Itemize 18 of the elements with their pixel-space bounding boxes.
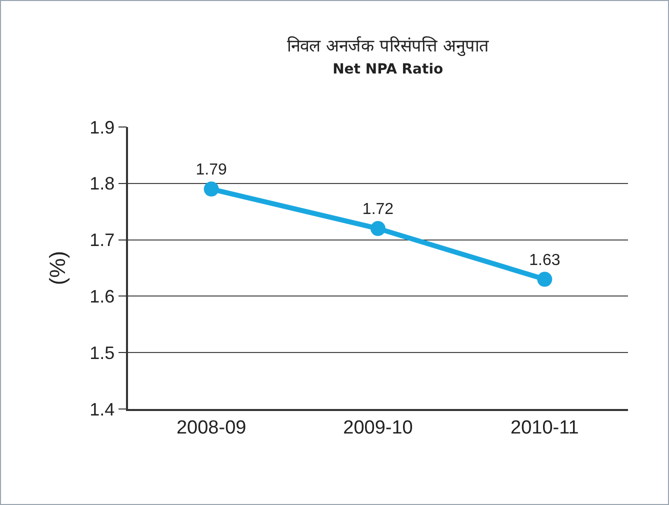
y-axis-title: (%) [44,250,70,286]
data-label: 1.79 [196,162,227,179]
point [537,272,552,287]
y-tick-label: 1.8 [90,174,115,194]
x-tick-label: 2010-11 [510,418,579,439]
y-tick-label: 1.6 [90,286,115,306]
y-tick-label: 1.9 [90,117,115,138]
y-tick-label: 1.7 [90,230,115,250]
point [204,182,219,197]
data-label: 1.72 [362,201,394,218]
chart-subtitle: Net NPA Ratio [332,61,444,78]
x-tick-label: 2009-10 [343,418,413,439]
y-tick-label: 1.5 [90,342,115,363]
x-tick-label: 2008-09 [176,418,246,439]
y-tick-label: 1.4 [90,399,115,420]
chart-title: निवल अनर्जक परिसंपत्ति अनुपात [286,35,489,56]
point [370,221,386,236]
data-label: 1.63 [529,252,560,269]
